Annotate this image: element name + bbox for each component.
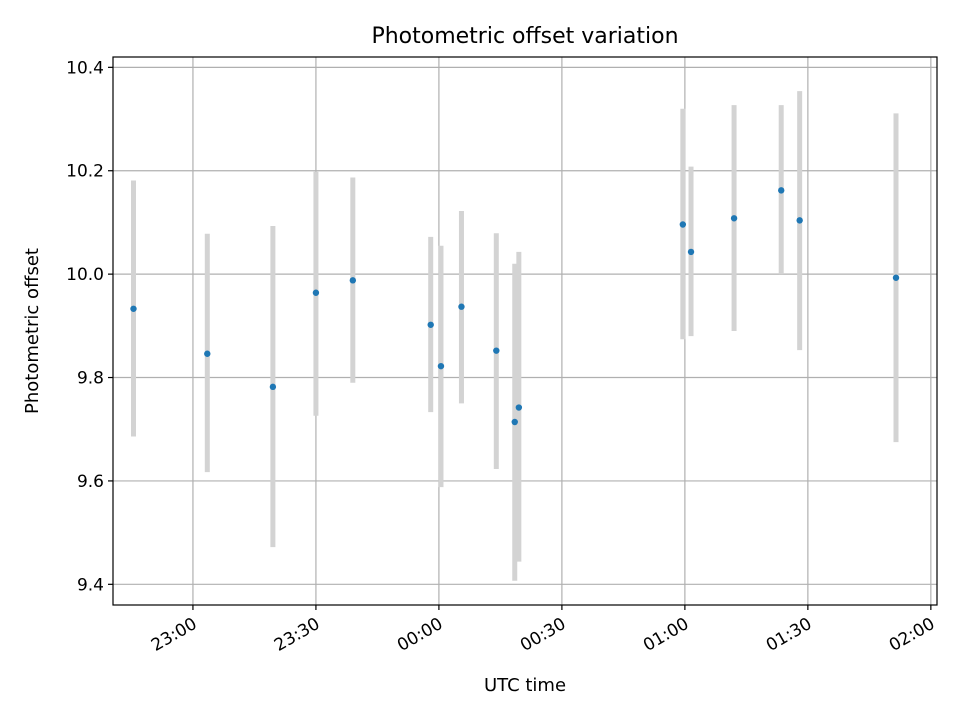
data-point	[312, 289, 320, 296]
y-tick-label: 9.4	[77, 575, 104, 595]
y-axis-label: Photometric offset	[22, 248, 43, 414]
data-point	[515, 404, 523, 411]
y-tick-label: 10.2	[66, 162, 104, 182]
data-point	[892, 274, 900, 281]
y-tick-label: 10.0	[66, 265, 104, 285]
chart-title: Photometric offset variation	[371, 24, 678, 49]
data-point	[679, 221, 687, 228]
data-points	[130, 187, 900, 426]
data-point	[493, 347, 500, 354]
data-point	[687, 248, 695, 256]
data-point	[204, 350, 211, 357]
data-point	[730, 215, 738, 222]
y-tick-label: 9.6	[77, 472, 104, 492]
y-tick-label: 9.8	[77, 369, 104, 389]
plot-frame	[112, 56, 938, 606]
data-point	[427, 321, 434, 328]
data-point	[130, 305, 137, 312]
data-point	[511, 418, 518, 426]
x-axis-label: UTC time	[484, 675, 566, 696]
data-point	[269, 383, 277, 391]
data-point	[349, 277, 357, 284]
y-tick-label: 10.4	[66, 58, 104, 78]
data-point	[437, 362, 445, 370]
data-point	[458, 303, 465, 310]
data-point	[778, 187, 785, 194]
data-point	[796, 217, 803, 224]
